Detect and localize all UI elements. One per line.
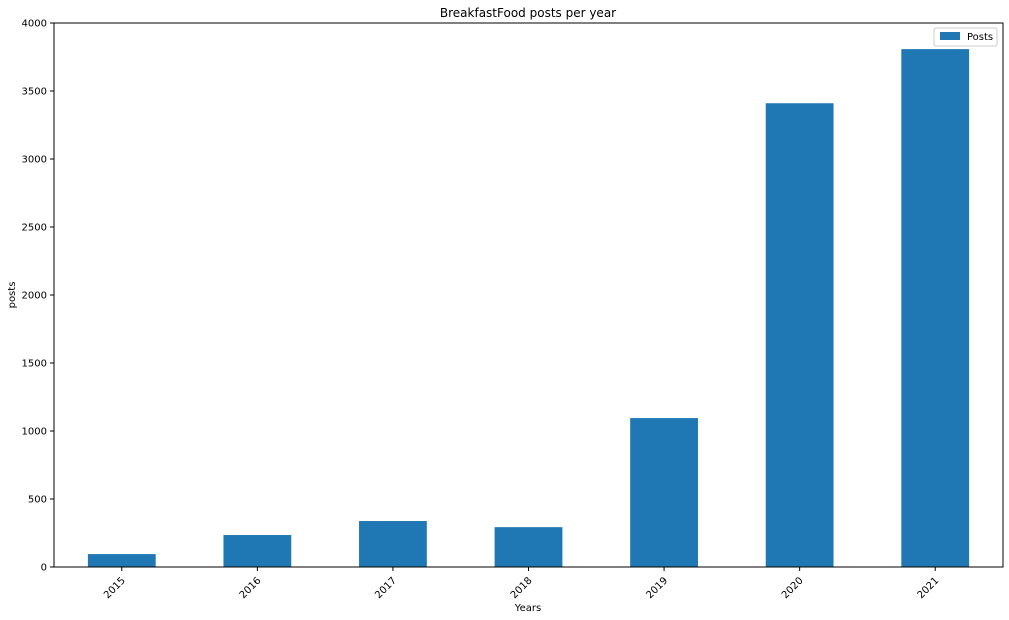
- x-tick-label: 2016: [238, 575, 264, 601]
- y-axis-label: posts: [7, 282, 18, 309]
- bar-2016: [223, 535, 292, 567]
- x-tick-label: 2019: [644, 575, 670, 601]
- legend-label: Posts: [967, 32, 993, 43]
- bar-2019: [630, 418, 698, 567]
- x-axis-label: Years: [514, 603, 541, 614]
- y-tick-label: 500: [28, 495, 47, 506]
- y-tick-label: 3500: [22, 87, 47, 98]
- plot-frame: [53, 22, 1004, 568]
- chart-title: BreakfastFood posts per year: [440, 6, 616, 20]
- legend: Posts: [933, 27, 998, 47]
- y-tick-label: 1500: [22, 359, 47, 370]
- x-tick-label: 2017: [373, 575, 399, 601]
- bars: [87, 49, 970, 568]
- x-tick-label: 2021: [916, 575, 942, 601]
- bar-2021: [901, 49, 970, 567]
- x-tick-label: 2015: [102, 575, 128, 601]
- bar-2020: [765, 103, 834, 568]
- y-tick-label: 2000: [22, 291, 47, 302]
- bar-2015: [87, 554, 156, 567]
- bar-2018: [494, 527, 563, 567]
- x-tick-label: 2018: [509, 575, 535, 601]
- legend-swatch: [940, 32, 960, 40]
- y-tick-label: 2500: [22, 223, 47, 234]
- x-tick-label: 2020: [780, 575, 806, 601]
- x-axis-ticks: 2015 2016 2017 2018 2019 2020 2021: [102, 567, 941, 601]
- y-tick-label: 3000: [22, 155, 47, 166]
- bar-2017: [359, 521, 427, 567]
- y-tick-label: 4000: [22, 19, 47, 30]
- y-tick-label: 0: [41, 563, 47, 574]
- y-axis-ticks: 0 500 1000 1500 2000 2500 3000 3500 4000: [22, 19, 54, 574]
- y-tick-label: 1000: [22, 427, 47, 438]
